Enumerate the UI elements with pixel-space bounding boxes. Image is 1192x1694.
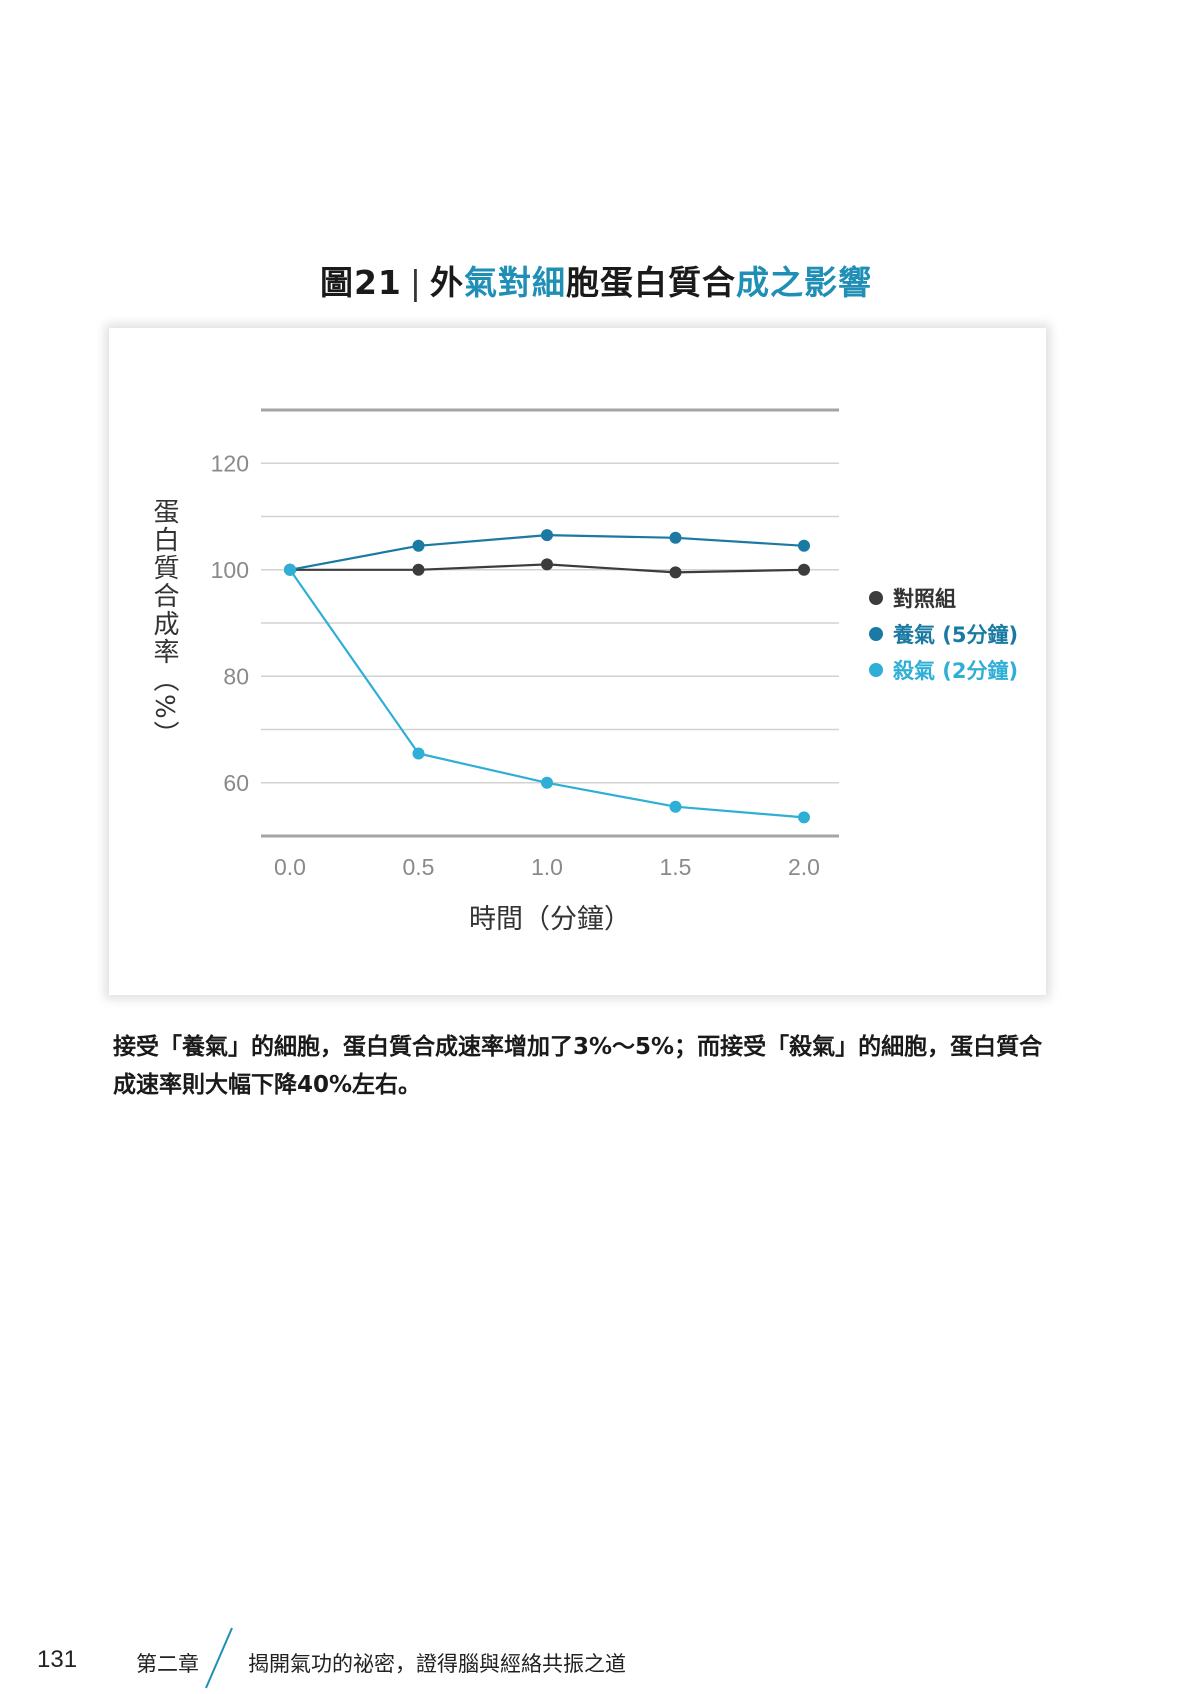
data-point-1-4 <box>798 539 810 552</box>
title-part-1: 氣對細 <box>464 263 567 302</box>
data-point-1-3 <box>669 531 682 544</box>
page-footer: 131 第二章 揭開氣功的祕密，證得腦與經絡共振之道 <box>0 1627 1192 1690</box>
x-axis-title: 時間（分鐘） <box>469 904 631 935</box>
title-text: 外氣對細胞蛋白質合成之影響 <box>430 263 872 302</box>
title-part-2: 胞蛋白質合 <box>566 263 737 302</box>
data-point-2-3 <box>669 800 682 813</box>
data-point-2-2 <box>541 776 553 789</box>
divider-slash <box>205 1627 233 1689</box>
x-tick-label: 2.0 <box>788 854 820 880</box>
data-point-2-1 <box>412 747 425 760</box>
y-tick-label: 80 <box>223 663 249 689</box>
data-point-1-2 <box>541 529 553 542</box>
y-tick-label: 120 <box>211 450 249 476</box>
chart-card: 60 80 100 120 0.0 0.5 1.0 1.5 2.0 時間（分鐘） 蛋白質合成率（%… <box>109 328 1046 995</box>
chart-legend: 對照組養氣 (5分鐘) 殺氣 (2分鐘) <box>869 580 1018 688</box>
data-point-1-1 <box>412 539 425 552</box>
title-part-0: 外 <box>430 263 465 302</box>
data-point-0-1 <box>412 563 425 576</box>
title-part-3: 成之影響 <box>736 263 873 302</box>
data-point-0-4 <box>798 563 810 576</box>
book-title: 揭開氣功的祕密，證得腦與經絡共振之道 <box>248 1652 626 1676</box>
title-separator: | <box>409 263 423 302</box>
figure-caption: 接受「養氣」的細胞，蛋白質合成速率增加了3%～5%；而接受「殺氣」的細胞，蛋白質… <box>113 1034 1043 1098</box>
figure-number: 圖21 <box>319 263 402 302</box>
legend-marker <box>869 591 883 605</box>
x-tick-label: 0.0 <box>274 854 306 880</box>
y-axis-title: 蛋白質合成率（%） <box>149 498 179 749</box>
x-tick-label: 1.0 <box>531 854 563 880</box>
chapter-label: 第二章 <box>136 1652 199 1676</box>
y-tick-label: 100 <box>211 557 249 583</box>
line-chart: 60 80 100 120 0.0 0.5 1.0 1.5 2.0 時間（分鐘） <box>211 408 839 935</box>
legend-item-2: 殺氣 (2分鐘) <box>869 652 1018 688</box>
figure-title: 圖21 | 外氣對細胞蛋白質合成之影響 <box>0 256 1192 304</box>
legend-item-0: 對照組 <box>869 580 1018 616</box>
data-point-2-0 <box>284 563 296 576</box>
legend-item-1: 養氣 (5分鐘) <box>869 616 1018 652</box>
x-tick-label: 1.5 <box>660 854 692 880</box>
legend-marker <box>869 627 883 641</box>
data-point-0-2 <box>541 558 553 571</box>
legend-marker <box>869 663 883 677</box>
data-point-2-4 <box>798 811 810 824</box>
y-tick-label: 60 <box>223 770 249 796</box>
legend-label: 對照組 <box>893 587 956 611</box>
legend-label: 殺氣 (2分鐘) <box>893 659 1019 683</box>
x-tick-label: 0.5 <box>403 854 435 880</box>
page-number: 131 <box>37 1646 78 1673</box>
data-point-0-3 <box>669 566 682 579</box>
legend-label: 養氣 (5分鐘) <box>893 623 1019 647</box>
